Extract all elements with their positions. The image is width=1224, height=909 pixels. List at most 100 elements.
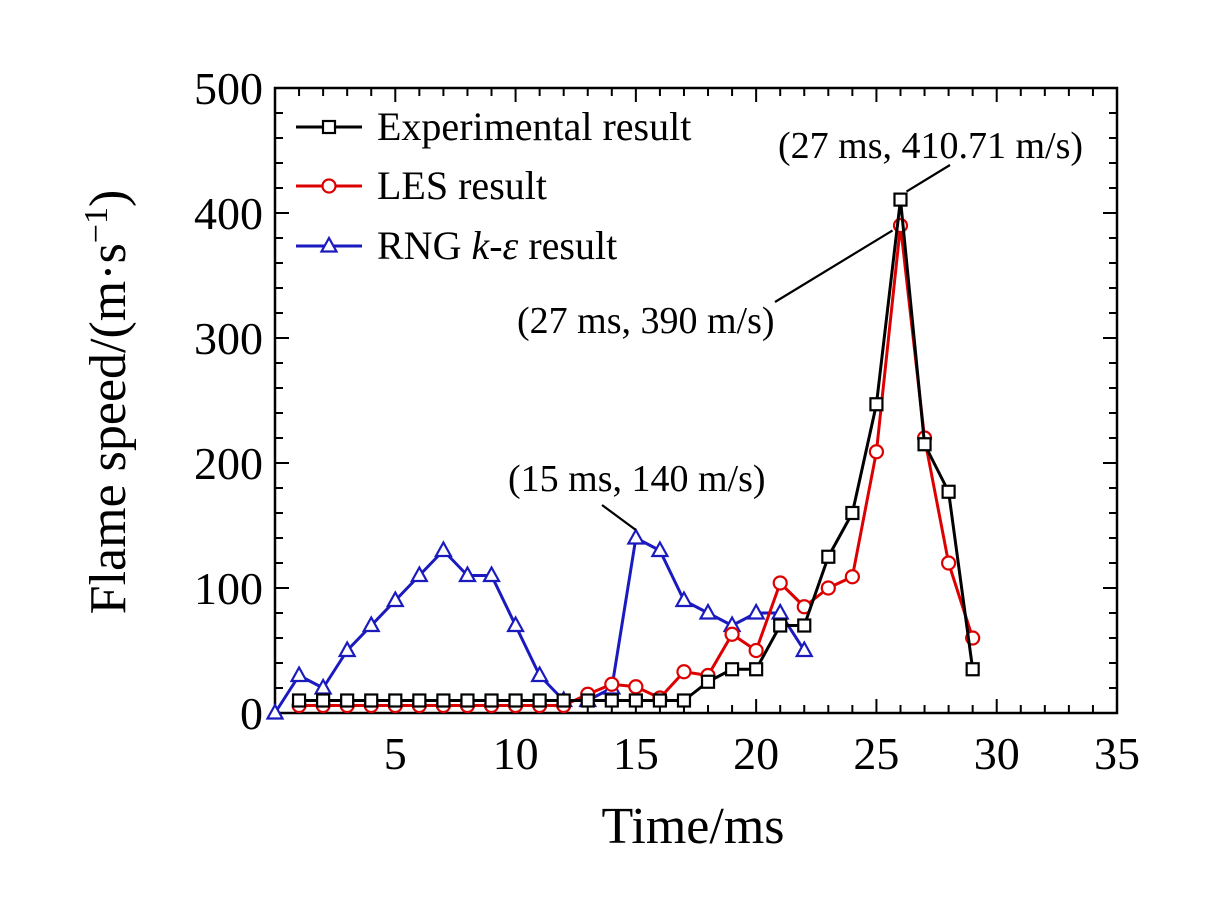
data-point: [316, 693, 331, 708]
plot-frame: [273, 86, 1119, 715]
data-point: [652, 693, 668, 708]
data-point: [434, 540, 453, 558]
legend-swatch-marker: [321, 119, 337, 135]
data-point: [821, 549, 836, 564]
legend-label-part: Experimental result: [377, 104, 691, 149]
legend-label-part: -: [489, 223, 502, 268]
legend-label-part: result: [518, 223, 617, 268]
data-point: [604, 693, 619, 708]
data-point: [748, 642, 764, 659]
data-point: [580, 693, 595, 708]
x-axis-title: Time/ms: [601, 798, 784, 855]
data-point: [337, 640, 357, 658]
legend-label-part: RNG: [377, 223, 471, 268]
data-point: [604, 676, 620, 692]
data-point: [530, 665, 549, 683]
data-point: [724, 662, 740, 677]
data-point: [820, 580, 836, 596]
data-point: [917, 437, 932, 452]
annotation-leader: [601, 504, 637, 531]
x-tick-label: 35: [1094, 728, 1140, 779]
y-tick-label: 300: [194, 313, 263, 364]
data-point: [409, 565, 429, 583]
data-point: [868, 444, 885, 460]
legend-label-part: ε: [503, 223, 519, 268]
data-point: [626, 527, 646, 545]
data-point: [364, 693, 379, 708]
x-tick-label: 25: [853, 728, 899, 779]
data-point: [869, 397, 884, 412]
y-tick-label: 200: [194, 438, 263, 489]
series-line: [273, 536, 806, 714]
legend-item: Experimental result: [296, 104, 691, 149]
data-point: [484, 693, 499, 708]
x-tick-label: 5: [384, 728, 407, 779]
data-point: [797, 618, 812, 633]
data-point: [746, 602, 766, 620]
y-axis-title-sup: −1: [78, 207, 115, 243]
series-square: [291, 192, 980, 708]
data-point: [700, 674, 716, 689]
data-point: [628, 679, 644, 695]
data-point: [385, 590, 405, 608]
data-point: [845, 505, 860, 521]
data-point: [698, 602, 718, 620]
data-point: [506, 615, 525, 633]
legend-item: LES result: [296, 163, 547, 208]
data-point: [412, 693, 427, 708]
y-axis-title-close: ): [80, 190, 137, 207]
y-tick-label: 500: [194, 63, 263, 114]
data-point: [436, 693, 451, 708]
y-tick-label: 100: [194, 563, 263, 614]
data-point: [460, 693, 475, 708]
data-point: [772, 575, 788, 591]
data-point: [458, 565, 477, 583]
data-point: [674, 590, 694, 608]
data-point: [676, 664, 692, 680]
y-tick-label: 400: [194, 188, 263, 239]
legend-swatch-marker: [319, 235, 339, 253]
data-point: [289, 665, 309, 683]
data-point: [794, 640, 814, 658]
legend-label: LES result: [377, 163, 547, 208]
x-tick-label: 20: [733, 728, 779, 779]
legend-item: RNG k-ε result: [296, 223, 617, 268]
y-tick-label: 0: [240, 688, 263, 739]
x-tick-label: 15: [613, 728, 659, 779]
data-point: [291, 693, 307, 708]
data-point: [532, 693, 547, 708]
legend-swatch-marker: [321, 178, 337, 194]
data-point: [893, 192, 908, 207]
data-point: [749, 662, 764, 677]
data-point: [941, 484, 956, 499]
legend-label-part: LES result: [377, 163, 547, 208]
annotation-label: (15 ms, 140 m/s): [508, 458, 766, 500]
series-triangle: [265, 527, 814, 720]
data-point: [676, 693, 692, 708]
annotation-label: (27 ms, 390 m/s): [517, 300, 775, 342]
data-point: [482, 565, 501, 583]
legend-label-part: k: [471, 223, 490, 268]
data-point: [844, 569, 860, 585]
x-tick-label: 10: [493, 728, 539, 779]
annotation-leader: [774, 229, 894, 303]
y-axis-title-main: Flame speed/(m·s: [80, 243, 137, 614]
annotation-label: (27 ms, 410.71 m/s): [778, 125, 1083, 167]
data-point: [340, 693, 355, 708]
data-point: [724, 626, 740, 642]
data-point: [650, 540, 670, 558]
legend-label: Experimental result: [377, 104, 691, 149]
data-point: [361, 615, 381, 633]
data-point: [965, 662, 980, 677]
x-tick-label: 30: [974, 728, 1020, 779]
data-point: [265, 702, 285, 720]
data-point: [773, 618, 788, 633]
data-point: [940, 555, 957, 571]
annotation-leader: [905, 164, 951, 193]
data-point: [628, 693, 643, 708]
legend-label: RNG k-ε result: [377, 223, 617, 268]
y-axis-title: Flame speed/(m·s−1): [78, 190, 137, 615]
data-point: [556, 693, 571, 708]
